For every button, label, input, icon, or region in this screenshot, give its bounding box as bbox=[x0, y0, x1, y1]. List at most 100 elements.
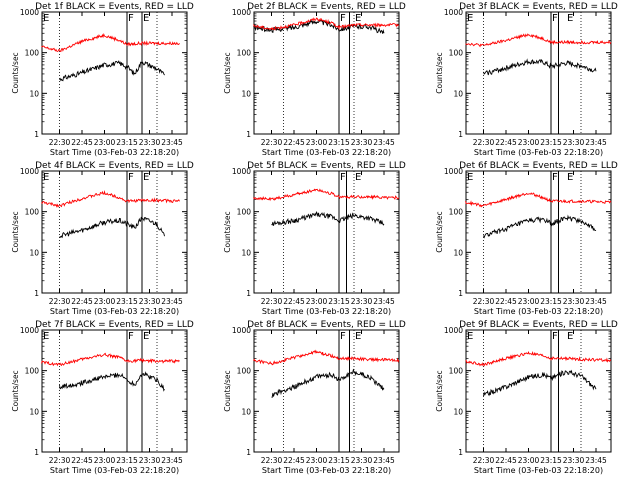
y-tick-label: 100 bbox=[25, 49, 40, 58]
lld-series-line bbox=[41, 33, 180, 53]
lld-series-line bbox=[253, 349, 400, 366]
detector-panel: Det 8f BLACK = Events, RED = LLD 1 10 100 10… bbox=[223, 320, 406, 475]
y-axis-label: Counts/sec bbox=[435, 52, 444, 93]
y-tick-label: 1 bbox=[34, 289, 39, 298]
segment-marker: F bbox=[552, 13, 558, 24]
events-series-line bbox=[59, 60, 165, 82]
detector-panel: Det 7f BLACK = Events, RED = LLD 1 10 100 10… bbox=[11, 320, 194, 475]
x-tick-label: 22:30 bbox=[473, 456, 495, 465]
x-tick-label: 23:00 bbox=[94, 456, 116, 465]
y-axis-label: Counts/sec bbox=[435, 211, 444, 252]
events-series-line bbox=[253, 19, 385, 34]
x-tick-label: 23:00 bbox=[518, 297, 540, 306]
events-series-line bbox=[483, 369, 597, 397]
y-tick-label: 10 bbox=[29, 89, 39, 98]
x-tick-label: 23:45 bbox=[161, 456, 183, 465]
y-tick-label: 1000 bbox=[20, 8, 39, 17]
x-tick-label: 22:45 bbox=[71, 138, 93, 147]
segment-marker: E bbox=[567, 172, 573, 183]
x-tick-label: 22:30 bbox=[261, 456, 283, 465]
segment-marker: F bbox=[340, 331, 346, 342]
y-axis-label: Counts/sec bbox=[223, 211, 232, 252]
y-axis-label: Counts/sec bbox=[11, 370, 20, 411]
segment-marker: E bbox=[143, 331, 149, 342]
x-tick-label: 23:30 bbox=[563, 297, 585, 306]
x-tick-label: 23:30 bbox=[139, 456, 161, 465]
lld-series-line bbox=[41, 189, 180, 208]
segment-marker: E bbox=[355, 172, 361, 183]
x-tick-label: 23:15 bbox=[328, 138, 350, 147]
x-tick-label: 23:30 bbox=[351, 456, 373, 465]
x-tick-label: 22:45 bbox=[71, 297, 93, 306]
y-tick-label: 100 bbox=[25, 367, 40, 376]
y-axis-label: Counts/sec bbox=[11, 211, 20, 252]
events-series-line bbox=[483, 214, 597, 239]
detector-panel: Det 2f BLACK = Events, RED = LLD 1 10 100 10… bbox=[223, 2, 406, 157]
panel-title: Det 8f BLACK = Events, RED = LLD bbox=[247, 320, 406, 330]
y-tick-label: 1 bbox=[458, 448, 463, 457]
y-tick-label: 10 bbox=[453, 248, 463, 257]
events-series-line bbox=[271, 210, 385, 226]
x-tick-label: 22:30 bbox=[49, 297, 71, 306]
x-tick-label: 22:30 bbox=[49, 138, 71, 147]
y-tick-label: 10 bbox=[241, 89, 251, 98]
y-tick-label: 10 bbox=[453, 89, 463, 98]
x-tick-label: 23:45 bbox=[373, 456, 395, 465]
y-tick-label: 10 bbox=[29, 248, 39, 257]
x-tick-label: 22:45 bbox=[495, 456, 517, 465]
y-tick-label: 1000 bbox=[444, 326, 463, 335]
detector-panel: Det 5f BLACK = Events, RED = LLD 1 10 100 10… bbox=[223, 161, 406, 316]
detector-panel: Det 1f BLACK = Events, RED = LLD 1 10 100 10… bbox=[11, 2, 194, 157]
plot-frame bbox=[465, 11, 612, 135]
y-tick-label: 100 bbox=[449, 208, 464, 217]
segment-marker: E bbox=[43, 331, 49, 342]
x-tick-label: 22:30 bbox=[473, 138, 495, 147]
lld-series-line bbox=[465, 192, 612, 208]
plot-frame bbox=[465, 329, 612, 453]
segment-marker: F bbox=[552, 172, 558, 183]
y-tick-label: 1000 bbox=[232, 167, 251, 176]
x-tick-label: 23:15 bbox=[540, 297, 562, 306]
lld-series-line bbox=[253, 17, 399, 31]
x-tick-label: 23:45 bbox=[161, 138, 183, 147]
x-tick-label: 22:30 bbox=[261, 138, 283, 147]
y-axis-label: Counts/sec bbox=[11, 52, 20, 93]
panel-title: Det 5f BLACK = Events, RED = LLD bbox=[247, 161, 406, 171]
panel-title: Det 3f BLACK = Events, RED = LLD bbox=[459, 2, 618, 12]
x-axis-label: Start Time (03-Feb-03 22:18:20) bbox=[50, 307, 179, 316]
x-axis-label: Start Time (03-Feb-03 22:18:20) bbox=[474, 307, 603, 316]
y-tick-label: 10 bbox=[29, 407, 39, 416]
x-axis-label: Start Time (03-Feb-03 22:18:20) bbox=[50, 148, 179, 157]
segment-marker: E bbox=[467, 172, 473, 183]
detector-panel: Det 9f BLACK = Events, RED = LLD 1 10 100 10… bbox=[435, 320, 618, 475]
x-tick-label: 23:15 bbox=[116, 138, 138, 147]
y-tick-label: 100 bbox=[237, 367, 252, 376]
segment-marker: E bbox=[43, 13, 49, 24]
segment-marker: E bbox=[355, 331, 361, 342]
x-tick-label: 23:45 bbox=[161, 297, 183, 306]
events-series-line bbox=[271, 368, 385, 398]
plot-frame bbox=[253, 329, 400, 453]
segment-marker: E bbox=[143, 13, 149, 24]
segment-marker: F bbox=[128, 172, 134, 183]
y-tick-label: 1000 bbox=[444, 167, 463, 176]
x-axis-label: Start Time (03-Feb-03 22:18:20) bbox=[262, 307, 391, 316]
segment-marker: E bbox=[567, 331, 573, 342]
y-tick-label: 1 bbox=[34, 448, 39, 457]
x-tick-label: 23:30 bbox=[351, 297, 373, 306]
events-series-line bbox=[59, 371, 165, 392]
x-tick-label: 23:30 bbox=[563, 456, 585, 465]
segment-marker: E bbox=[143, 172, 149, 183]
y-tick-label: 10 bbox=[453, 407, 463, 416]
x-tick-label: 23:15 bbox=[116, 297, 138, 306]
y-axis-label: Counts/sec bbox=[223, 52, 232, 93]
y-tick-label: 1000 bbox=[20, 326, 39, 335]
y-tick-label: 10 bbox=[241, 248, 251, 257]
lld-series-line bbox=[465, 351, 612, 367]
x-axis-label: Start Time (03-Feb-03 22:18:20) bbox=[262, 148, 391, 157]
x-tick-label: 23:45 bbox=[585, 456, 607, 465]
events-series-line bbox=[483, 58, 597, 76]
segment-marker: E bbox=[567, 13, 573, 24]
plot-frame bbox=[41, 170, 188, 294]
